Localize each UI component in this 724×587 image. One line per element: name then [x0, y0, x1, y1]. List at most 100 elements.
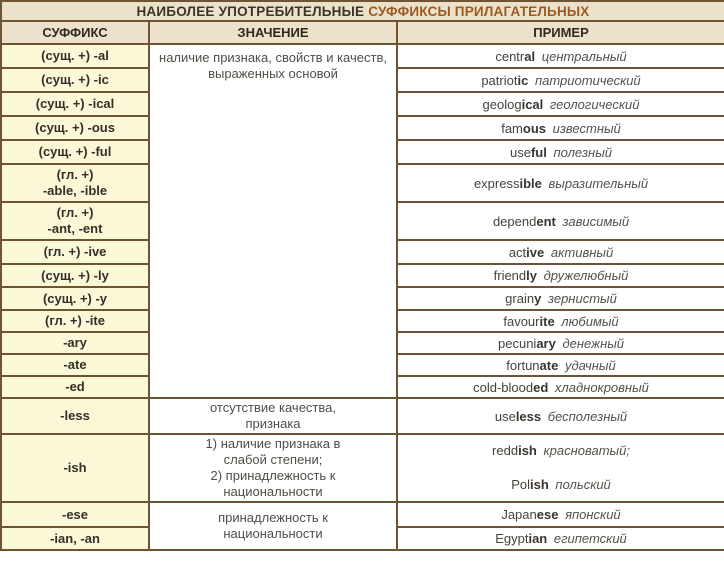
suffix-cell: (сущ. +) -ical — [0, 91, 150, 117]
russian-translation: зависимый — [562, 213, 630, 229]
english-word: friend — [493, 268, 527, 283]
english-suffix: ent — [536, 213, 556, 229]
english-word: redd — [492, 443, 519, 458]
example-cell: famous известный — [395, 115, 724, 141]
english-word: express — [473, 175, 520, 191]
english-word: fortun — [506, 357, 540, 373]
english-word: fam — [501, 120, 523, 136]
english-word: pecuni — [498, 335, 537, 351]
russian-translation: известный — [552, 120, 621, 136]
english-suffix: ary — [536, 335, 556, 351]
russian-translation: зернистый — [547, 291, 617, 306]
table-row: -ed cold-blooded хладнокровный — [0, 375, 724, 399]
example-cell: useless бесполезный — [395, 397, 724, 435]
english-suffix: ish — [530, 477, 549, 492]
example-cell: expressible выразительный — [395, 163, 724, 203]
table-row: (сущ. +) -al наличие признака, свойств и… — [0, 43, 724, 399]
example-cell: patriotic патриотический — [395, 67, 724, 93]
suffix-cell: (сущ. +) -ly — [0, 263, 150, 288]
table-row: -ese принадлежность к национальности Japa… — [0, 501, 724, 551]
english-suffix: ful — [530, 144, 547, 160]
russian-translation: любимый — [561, 313, 619, 329]
page-title-accent: СУФФИКСЫ ПРИЛАГАТЕЛЬНЫХ — [368, 3, 590, 19]
suffix-cell: -ary — [0, 331, 150, 355]
suffix-cell: -less — [0, 397, 150, 435]
example-cell: active активный — [395, 239, 724, 265]
table-row: -less отсутствие качества, признака usele… — [0, 397, 724, 435]
english-suffix: ish — [518, 443, 537, 458]
english-word: cold-blood — [473, 379, 534, 395]
english-suffix: ly — [526, 268, 537, 283]
english-suffix: ian — [528, 531, 548, 546]
column-header-meaning: ЗНАЧЕНИЕ — [148, 20, 398, 45]
suffix-cell: (гл. +) -ant, -ent — [0, 201, 150, 241]
meaning-cell: принадлежность к национальности — [148, 501, 398, 551]
english-word: patriot — [481, 72, 518, 88]
table-row: (гл. +) -able, -ible expressible выразите… — [0, 163, 724, 203]
english-word: geolog — [482, 96, 522, 112]
table-row: (гл. +) -ant, -ent dependent зависимый — [0, 201, 724, 241]
english-word: Pol — [511, 477, 530, 492]
title-row: НАИБОЛЕЕ УПОТРЕБИТЕЛЬНЫЕ СУФФИКСЫ ПРИЛАГ… — [0, 0, 724, 22]
english-suffix: ical — [521, 96, 544, 112]
english-suffix: ate — [539, 357, 559, 373]
english-word: use — [510, 144, 531, 160]
english-suffix: ous — [522, 120, 547, 136]
russian-translation: полезный — [553, 144, 612, 160]
russian-translation: патриотический — [534, 72, 641, 88]
example-cell: pecuniary денежный — [395, 331, 724, 355]
meaning-cell: 1) наличие признака в слабой степени; 2) п… — [148, 433, 398, 503]
russian-translation: активный — [550, 244, 614, 260]
table-row: (сущ. +) -ful useful полезный — [0, 139, 724, 165]
suffix-table: НАИБОЛЕЕ УПОТРЕБИТЕЛЬНЫЕ СУФФИКСЫ ПРИЛАГ… — [0, 0, 724, 551]
russian-translation: выразительный — [548, 175, 649, 191]
english-suffix: al — [524, 48, 536, 64]
suffix-cell: -ian, -an — [0, 526, 150, 551]
russian-translation: центральный — [541, 48, 627, 64]
suffix-cell: (сущ. +) -ous — [0, 115, 150, 141]
example-cell: friendly дружелюбный — [395, 263, 724, 288]
suffix-cell: -ese — [0, 501, 150, 528]
english-word: depend — [492, 213, 537, 229]
example-cell: grainy зернистый — [395, 286, 724, 311]
english-word: centr — [495, 48, 525, 64]
english-suffix: ese — [536, 507, 559, 522]
example-cell: reddish красноватый; Polish польский — [395, 433, 724, 503]
example-entry: reddish красноватый; — [399, 443, 723, 459]
russian-translation: красноватый; — [543, 443, 630, 458]
table-row: -ish 1) наличие признака в слабой степени… — [0, 433, 724, 503]
table-row: (сущ. +) -ous famous известный — [0, 115, 724, 141]
russian-translation: польский — [555, 477, 611, 492]
english-word: grain — [505, 291, 535, 306]
suffix-cell: (сущ. +) -y — [0, 286, 150, 311]
example-entry: Polish польский — [399, 477, 723, 493]
meaning-cell: наличие признака, свойств и качеств, выра… — [148, 43, 398, 399]
table-row: (гл. +) -ive active активный — [0, 239, 724, 265]
example-cell: useful полезный — [395, 139, 724, 165]
russian-translation: хладнокровный — [554, 379, 649, 395]
english-word: act — [508, 244, 527, 260]
example-cell: central центральный — [395, 43, 724, 69]
russian-translation: японский — [565, 507, 621, 522]
table-row: -ate fortunate удачный — [0, 353, 724, 377]
suffix-cell: -ish — [0, 433, 150, 503]
suffix-cell: (сущ. +) -ful — [0, 139, 150, 165]
english-suffix: ible — [519, 175, 542, 191]
russian-translation: геологический — [549, 96, 640, 112]
suffix-cell: (сущ. +) -al — [0, 43, 150, 69]
table-row: (сущ. +) -y grainy зернистый — [0, 286, 724, 311]
meaning-cell: отсутствие качества, признака — [148, 397, 398, 435]
suffix-cell: (гл. +) -ite — [0, 309, 150, 333]
table-row: (сущ. +) -ly friendly дружелюбный — [0, 263, 724, 288]
column-header-suffix: СУФФИКС — [0, 20, 150, 45]
suffix-cell: (гл. +) -ive — [0, 239, 150, 265]
table-row: -ary pecuniary денежный — [0, 331, 724, 355]
example-cell: fortunate удачный — [395, 353, 724, 377]
table-row: (гл. +) -ite favourite любимый — [0, 309, 724, 333]
table-row: -ian, -an Egyptian египетский — [0, 526, 724, 551]
english-suffix: ive — [526, 244, 545, 260]
russian-translation: удачный — [564, 357, 616, 373]
russian-translation: бесполезный — [547, 408, 628, 424]
suffix-cell: (сущ. +) -ic — [0, 67, 150, 93]
english-word: use — [494, 408, 516, 424]
